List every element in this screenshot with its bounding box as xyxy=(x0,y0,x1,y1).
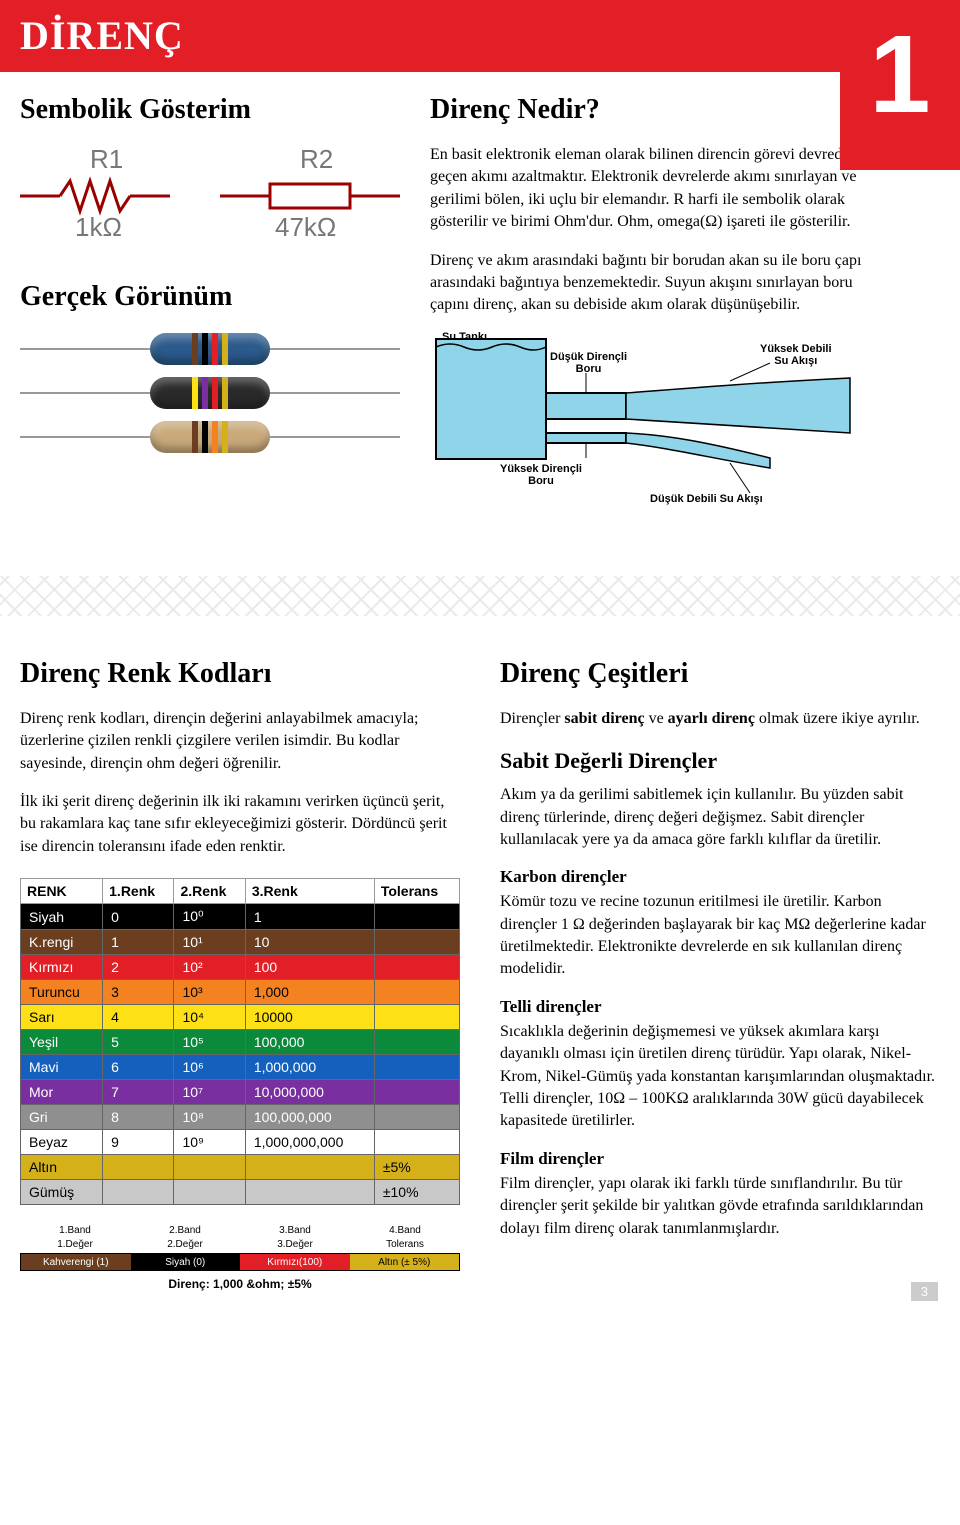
resistor-row xyxy=(20,333,400,365)
top-section: Sembolik Gösterim R1 1kΩ R2 47kΩ Gerçek … xyxy=(0,72,960,556)
heading-film: Film dirençler xyxy=(500,1149,940,1169)
film-p: Film dirençler, yapı olarak iki farklı t… xyxy=(500,1173,940,1240)
heading-carbon: Karbon dirençler xyxy=(500,867,940,887)
chapter-number: 1 xyxy=(840,0,960,170)
band-example: 1.Band2.Band3.Band4.Band 1.Değer2.Değer3… xyxy=(20,1225,460,1291)
section-divider xyxy=(0,576,960,616)
resistor-photos xyxy=(20,333,400,453)
label-high-flow: Yüksek Debili Su Akışı xyxy=(760,343,832,367)
table-row: Beyaz910⁹1,000,000,000 xyxy=(21,1130,460,1155)
label-tank: Su Tankı xyxy=(442,331,487,343)
resistor-row xyxy=(20,377,400,409)
bottom-section: Direnç Renk Kodları Direnç renk kodları,… xyxy=(0,636,960,1311)
table-row: Siyah010⁰1 xyxy=(21,904,460,930)
table-row: Yeşil510⁵100,000 xyxy=(21,1030,460,1055)
color-codes-p2: İlk iki şerit direnç değerinin ilk iki r… xyxy=(20,791,460,858)
types-intro: Dirençler sabit direnç ve ayarlı direnç … xyxy=(500,708,940,730)
wire-p: Sıcaklıkla değerinin değişmemesi ve yüks… xyxy=(500,1021,940,1133)
col-symbolic: Sembolik Gösterim R1 1kΩ R2 47kΩ Gerçek … xyxy=(20,82,400,536)
heading-real-view: Gerçek Görünüm xyxy=(20,281,400,313)
table-row: Turuncu310³1,000 xyxy=(21,980,460,1005)
table-header: 1.Renk xyxy=(103,879,174,904)
page-title: DİRENÇ xyxy=(20,12,940,59)
heading-what-is: Direnç Nedir? xyxy=(430,94,870,126)
table-row: Sarı410⁴10000 xyxy=(21,1005,460,1030)
table-row: Mor710⁷10,000,000 xyxy=(21,1080,460,1105)
heading-symbolic: Sembolik Gösterim xyxy=(20,94,400,126)
heading-wire: Telli dirençler xyxy=(500,997,940,1017)
page-number-footer: 3 xyxy=(911,1282,938,1301)
r1-value: 1kΩ xyxy=(75,212,122,242)
col-color-codes: Direnç Renk Kodları Direnç renk kodları,… xyxy=(20,646,460,1291)
example-result: Direnç: 1,000 &ohm; ±5% xyxy=(20,1277,460,1291)
table-row: K.rengi110¹10 xyxy=(21,930,460,955)
header-bar: DİRENÇ xyxy=(0,0,960,72)
table-row: Gümüş±10% xyxy=(21,1180,460,1205)
r2-label: R2 xyxy=(300,146,333,174)
symbol-diagram: R1 1kΩ R2 47kΩ xyxy=(20,146,400,261)
heading-color-codes: Direnç Renk Kodları xyxy=(20,658,460,690)
table-header: 2.Renk xyxy=(174,879,245,904)
carbon-p: Kömür tozu ve recine tozunun eritilmesi … xyxy=(500,891,940,981)
water-analogy-diagram: Su Tankı Düşük Dirençli Boru Yüksek Debi… xyxy=(430,333,870,536)
table-row: Gri810⁸100,000,000 xyxy=(21,1105,460,1130)
r1-label: R1 xyxy=(90,146,123,174)
table-row: Mavi610⁶1,000,000 xyxy=(21,1055,460,1080)
label-low-r: Düşük Dirençli Boru xyxy=(550,351,627,375)
table-header: RENK xyxy=(21,879,103,904)
table-header: 3.Renk xyxy=(245,879,374,904)
color-code-table: RENK1.Renk2.Renk3.RenkToleransSiyah010⁰1… xyxy=(20,878,460,1205)
label-high-r: Yüksek Dirençli Boru xyxy=(500,463,582,487)
resistor-row xyxy=(20,421,400,453)
col-types: Direnç Çeşitleri Dirençler sabit direnç … xyxy=(500,646,940,1291)
heading-types: Direnç Çeşitleri xyxy=(500,658,940,690)
table-header: Tolerans xyxy=(374,879,459,904)
what-is-p1: En basit elektronik eleman olarak biline… xyxy=(430,144,870,234)
r2-value: 47kΩ xyxy=(275,212,336,242)
label-low-flow: Düşük Debili Su Akışı xyxy=(650,493,763,505)
fixed-p: Akım ya da gerilimi sabitlemek için kull… xyxy=(500,784,940,851)
heading-fixed: Sabit Değerli Dirençler xyxy=(500,748,940,774)
color-codes-p1: Direnç renk kodları, dirençin değerini a… xyxy=(20,708,460,775)
what-is-p2: Direnç ve akım arasındaki bağıntı bir bo… xyxy=(430,250,870,317)
table-row: Kırmızı210²100 xyxy=(21,955,460,980)
table-row: Altın±5% xyxy=(21,1155,460,1180)
